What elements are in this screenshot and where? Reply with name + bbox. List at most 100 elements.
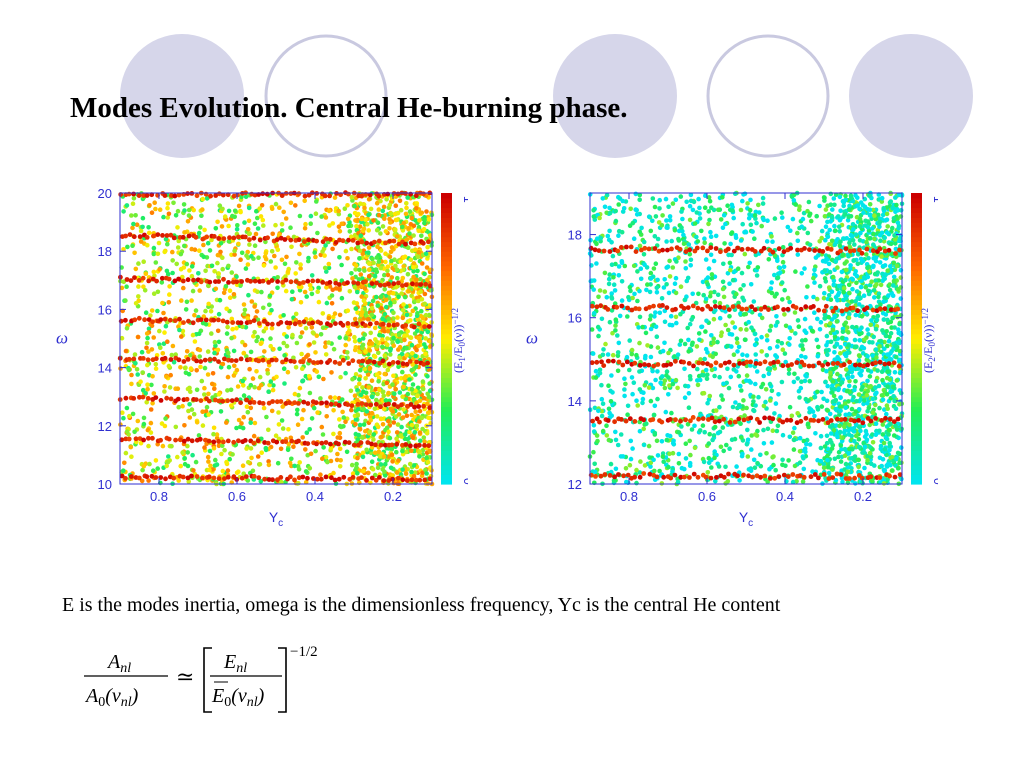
data-point <box>284 334 290 339</box>
data-point <box>197 288 202 293</box>
data-point <box>411 473 417 479</box>
mode-track-point <box>328 401 334 407</box>
data-point <box>358 201 363 206</box>
mode-track-point <box>153 356 159 362</box>
mode-track-point <box>358 440 364 446</box>
data-point <box>252 420 258 426</box>
mode-track-point <box>178 437 183 443</box>
x-tick-label: 0.4 <box>306 489 324 504</box>
data-point <box>765 426 771 432</box>
data-point <box>370 256 375 262</box>
data-point <box>846 399 851 404</box>
mode-track-point <box>400 477 406 483</box>
data-point <box>326 265 332 271</box>
mode-track-point <box>127 232 133 237</box>
data-point <box>352 285 358 290</box>
data-point <box>600 401 606 406</box>
data-point <box>764 333 770 338</box>
data-point <box>596 294 601 300</box>
data-point <box>314 199 319 204</box>
data-point <box>389 258 394 264</box>
data-point <box>602 204 608 210</box>
data-point <box>157 267 162 272</box>
data-point <box>772 216 778 221</box>
mode-track-point <box>173 437 178 443</box>
data-point <box>592 405 598 411</box>
data-point <box>815 389 820 395</box>
data-point <box>153 458 159 463</box>
data-point <box>886 432 891 437</box>
data-point <box>772 272 777 278</box>
data-point <box>779 340 785 346</box>
data-point <box>613 437 619 443</box>
data-point <box>749 447 754 452</box>
data-point <box>369 378 375 383</box>
mode-track-point <box>413 443 419 449</box>
data-point <box>225 468 231 473</box>
data-point <box>372 450 378 456</box>
data-point <box>595 324 601 330</box>
data-point <box>208 463 213 469</box>
data-point <box>695 366 700 372</box>
mode-track-point <box>422 324 427 330</box>
y-tick-label: 16 <box>98 302 112 317</box>
data-point <box>885 224 890 229</box>
data-point <box>880 328 885 333</box>
data-point <box>215 347 221 353</box>
mode-track-point <box>313 400 319 406</box>
data-point <box>400 228 406 233</box>
data-point <box>602 270 608 276</box>
data-point <box>209 237 214 243</box>
data-point <box>895 450 901 456</box>
mode-track-point <box>333 240 339 245</box>
data-point <box>420 386 426 392</box>
data-point <box>187 268 192 273</box>
data-point <box>893 241 898 246</box>
data-point <box>641 252 647 257</box>
mode-track-point <box>140 356 146 361</box>
data-point <box>282 381 287 386</box>
colorbar-segment <box>441 290 452 296</box>
data-point <box>206 301 211 307</box>
data-point <box>328 458 334 464</box>
data-point <box>324 285 329 290</box>
data-point <box>632 291 637 297</box>
data-point <box>255 317 261 323</box>
data-point <box>683 456 689 461</box>
colorbar-segment <box>441 270 452 277</box>
mode-track-point <box>140 394 146 400</box>
data-point <box>409 351 415 356</box>
data-point <box>230 213 235 219</box>
data-point <box>785 224 791 230</box>
data-point <box>353 417 359 422</box>
mode-track-point <box>242 234 248 240</box>
data-point <box>367 365 373 371</box>
data-point <box>213 226 219 231</box>
data-point <box>242 342 248 348</box>
data-point <box>181 285 186 291</box>
data-point <box>144 400 149 405</box>
y-tick-label: 10 <box>98 477 112 492</box>
data-point <box>407 429 412 435</box>
data-point <box>414 347 419 353</box>
mode-track-point <box>302 193 308 199</box>
data-point <box>859 278 864 284</box>
data-point <box>238 257 243 262</box>
mode-track-point <box>311 360 316 365</box>
mode-track-point <box>172 278 178 284</box>
data-point <box>226 350 231 356</box>
data-point <box>236 417 242 423</box>
data-point <box>424 471 429 476</box>
data-point <box>380 337 385 342</box>
data-point <box>642 463 648 468</box>
data-point <box>374 414 380 419</box>
colorbar-segment <box>441 236 452 243</box>
mode-track-point <box>306 237 311 243</box>
data-point <box>832 350 837 355</box>
data-point <box>388 352 393 357</box>
mode-track-point <box>269 278 275 283</box>
data-point <box>335 451 340 457</box>
mode-track-point <box>305 401 311 406</box>
data-point <box>421 320 427 326</box>
data-point <box>361 468 367 474</box>
